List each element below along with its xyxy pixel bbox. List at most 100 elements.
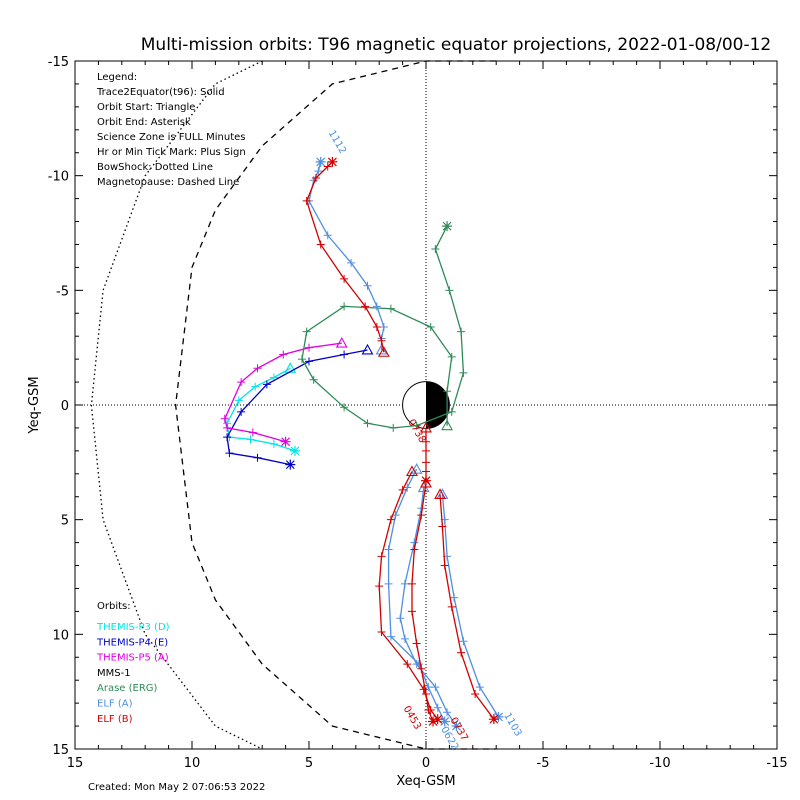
hour-tick-plus [447,352,456,361]
hour-tick-plus [422,437,430,446]
series-line [378,471,439,720]
orbit-end-asterisk [327,156,338,167]
x-axis-label: Xeq-GSM [396,774,455,789]
orbit-end-asterisk [439,716,450,727]
orbit-legend-entry: THEMIS-P3 (D) [96,622,170,633]
y-tick-label: 15 [52,743,69,758]
chart-title: Multi-mission orbits: T96 magnetic equat… [141,35,772,55]
legend-note: Orbit End: Asterisk [97,117,191,128]
hour-tick-plus [363,419,372,428]
hour-tick-plus [424,683,433,692]
hour-tick-plus [220,414,229,423]
hour-tick-plus [305,357,313,366]
hour-tick-plus [340,403,349,412]
y-tick-label: -10 [48,170,69,185]
x-tick-label: -5 [537,756,550,771]
hour-tick-plus [237,378,246,387]
legend-note: Science Zone is FULL Minutes [97,132,246,143]
hour-tick-plus [457,327,466,336]
hour-tick-plus [384,545,393,554]
chart-texts: Multi-mission orbits: T96 magnetic equat… [27,35,771,793]
hour-tick-plus [297,355,306,364]
hour-tick-plus [389,423,398,432]
hour-tick-plus [417,511,426,520]
y-axis-label: Yeq-GSM [27,376,42,434]
hour-tick-plus [422,689,430,698]
orbit-end-asterisk [289,445,300,456]
hour-tick-plus [398,485,407,494]
hour-tick-plus [323,231,332,240]
y-tick-label: 10 [52,628,69,643]
hour-tick-plus [384,579,393,588]
orbit-start-triangle [410,463,423,474]
orbit-legend-entry: THEMIS-P5 (A) [96,653,169,664]
orbit-end-asterisk [280,436,291,447]
orbit-start-triangle [375,343,388,355]
hour-tick-plus [412,421,421,430]
orbit-legend-entry: ELF (A) [97,699,133,710]
hour-tick-plus [407,579,416,588]
hour-tick-plus [363,281,372,290]
time-annotation: 0453 [401,704,423,732]
orbit-start-triangle [420,421,432,433]
hour-tick-plus [305,343,313,352]
hour-tick-plus [323,162,332,171]
hour-tick-plus [279,350,288,359]
hour-tick-plus [433,703,442,712]
x-tick-label: 15 [67,756,84,771]
hour-tick-plus [375,582,384,591]
hour-tick-plus [422,446,430,455]
hour-tick-plus [445,286,454,295]
hour-tick-plus [422,467,430,476]
hour-tick-plus [459,368,468,377]
orbit-start-triangle [335,336,348,348]
hour-tick-plus [431,245,440,254]
created-timestamp: Created: Mon May 2 07:06:53 2022 [88,782,265,793]
hour-tick-plus [419,685,428,694]
hour-tick-plus [422,458,430,467]
x-tick-label: -15 [766,756,787,771]
x-tick-label: 10 [184,756,201,771]
hour-tick-plus [377,628,386,637]
hour-tick-plus [372,302,381,311]
series-line [387,468,446,722]
hour-tick-plus [450,593,459,602]
hour-tick-plus [447,407,456,416]
hour-tick-plus [251,382,260,391]
orbit-end-asterisk [488,714,499,725]
series-line [411,482,434,722]
hour-tick-plus [340,302,349,311]
series-line [441,494,500,718]
hour-tick-plus [225,449,234,458]
hour-tick-plus [417,664,426,673]
hour-tick-plus [347,258,356,267]
hour-tick-plus [471,689,480,698]
orbit-end-asterisk [432,714,443,725]
hour-tick-plus [410,538,419,547]
x-tick-label: 0 [422,756,430,771]
hour-tick-plus [253,364,262,373]
x-tick-label: -10 [649,756,670,771]
axis-ticks: 15 10 5 0 -5 -10 -15 -15 -10 -5 0 5 10 15 [48,55,788,771]
orbit-end-asterisk [428,716,439,727]
orbit-end-asterisk [285,459,296,470]
orbit-legend-entry: Arase (ERG) [97,683,158,694]
hour-tick-plus [412,660,421,669]
hour-tick-plus [223,423,232,432]
hour-tick-plus [403,660,412,669]
hour-tick-plus [246,435,255,444]
hour-tick-plus [386,515,395,524]
hour-tick-plus [302,196,311,205]
hour-tick-plus [412,639,421,648]
legend-note: Trace2Equator(t96): Solid [96,87,225,98]
hour-tick-plus [400,634,409,643]
hour-tick-plus [424,706,433,715]
hour-tick-plus [269,439,278,448]
orbit-end-asterisk [451,721,462,732]
series-line [399,487,457,727]
hour-tick-plus [248,428,257,437]
y-tick-label: 0 [61,399,69,414]
series-line [306,161,385,353]
hour-tick-plus [403,483,412,492]
